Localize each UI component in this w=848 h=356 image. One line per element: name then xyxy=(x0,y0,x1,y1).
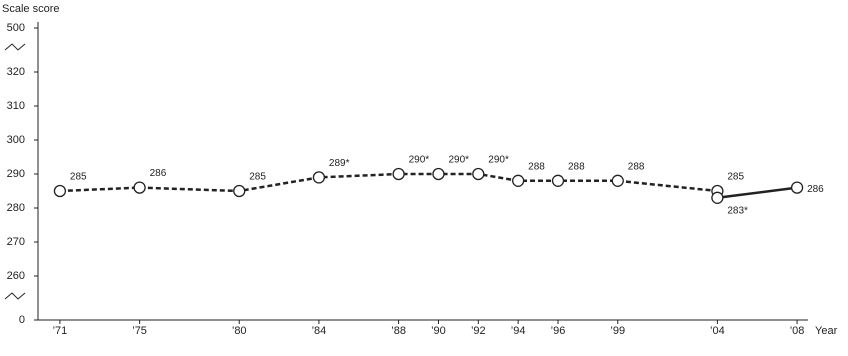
x-tick-label: ’99 xyxy=(610,325,625,337)
point xyxy=(233,184,246,198)
y-tick-label: 320 xyxy=(7,66,25,78)
x-tick-label: ’94 xyxy=(511,325,526,337)
x-tick-label: ’08 xyxy=(790,325,805,337)
y-tick-label: 280 xyxy=(7,202,25,214)
y-tick-label: 0 xyxy=(19,314,25,326)
x-tick-label: ’92 xyxy=(471,325,486,337)
value-label: 286 xyxy=(150,168,167,179)
x-tick-label: ’90 xyxy=(431,325,446,337)
point xyxy=(611,174,624,187)
x-tick-label: ’84 xyxy=(312,325,327,337)
x-tick-label: ’96 xyxy=(551,325,566,337)
point xyxy=(512,174,525,187)
value-label: 290* xyxy=(448,155,469,166)
x-tick-label: ’71 xyxy=(53,325,68,337)
value-label: 286 xyxy=(807,184,824,195)
value-label: 283* xyxy=(727,205,748,216)
point xyxy=(790,181,804,194)
point xyxy=(392,167,405,181)
y-tick-label: 500 xyxy=(7,22,25,34)
line xyxy=(717,186,798,200)
y-tick-label: 260 xyxy=(7,270,25,282)
y-tick-label: 300 xyxy=(7,134,25,146)
value-label: 290* xyxy=(409,155,430,166)
value-label: 290* xyxy=(488,155,509,166)
point xyxy=(711,191,724,204)
x-tick-label: ’88 xyxy=(391,325,406,337)
value-label: 289* xyxy=(329,158,350,169)
y-tick-label: 290 xyxy=(7,168,25,180)
value-label: 288 xyxy=(628,161,645,172)
point xyxy=(472,167,485,181)
value-label: 285 xyxy=(70,172,87,183)
value-label: 288 xyxy=(568,161,585,172)
point xyxy=(53,184,67,198)
point xyxy=(551,174,565,187)
point xyxy=(432,167,445,181)
value-label: 285 xyxy=(727,172,744,183)
y-axis-label: Scale score xyxy=(2,3,59,15)
y-tick-label: 270 xyxy=(7,236,25,248)
y-tick-label: 310 xyxy=(7,100,25,112)
point xyxy=(312,171,326,184)
x-tick-label: ’80 xyxy=(232,325,247,337)
point xyxy=(133,181,146,194)
x-tick-label: ’04 xyxy=(710,325,725,337)
value-label: 288 xyxy=(528,161,545,172)
x-tick-label: ’75 xyxy=(132,325,147,337)
value-label: 285 xyxy=(249,172,266,183)
axis-break xyxy=(4,43,26,51)
axis-break xyxy=(4,292,26,300)
x-axis-label: Year xyxy=(815,325,838,337)
